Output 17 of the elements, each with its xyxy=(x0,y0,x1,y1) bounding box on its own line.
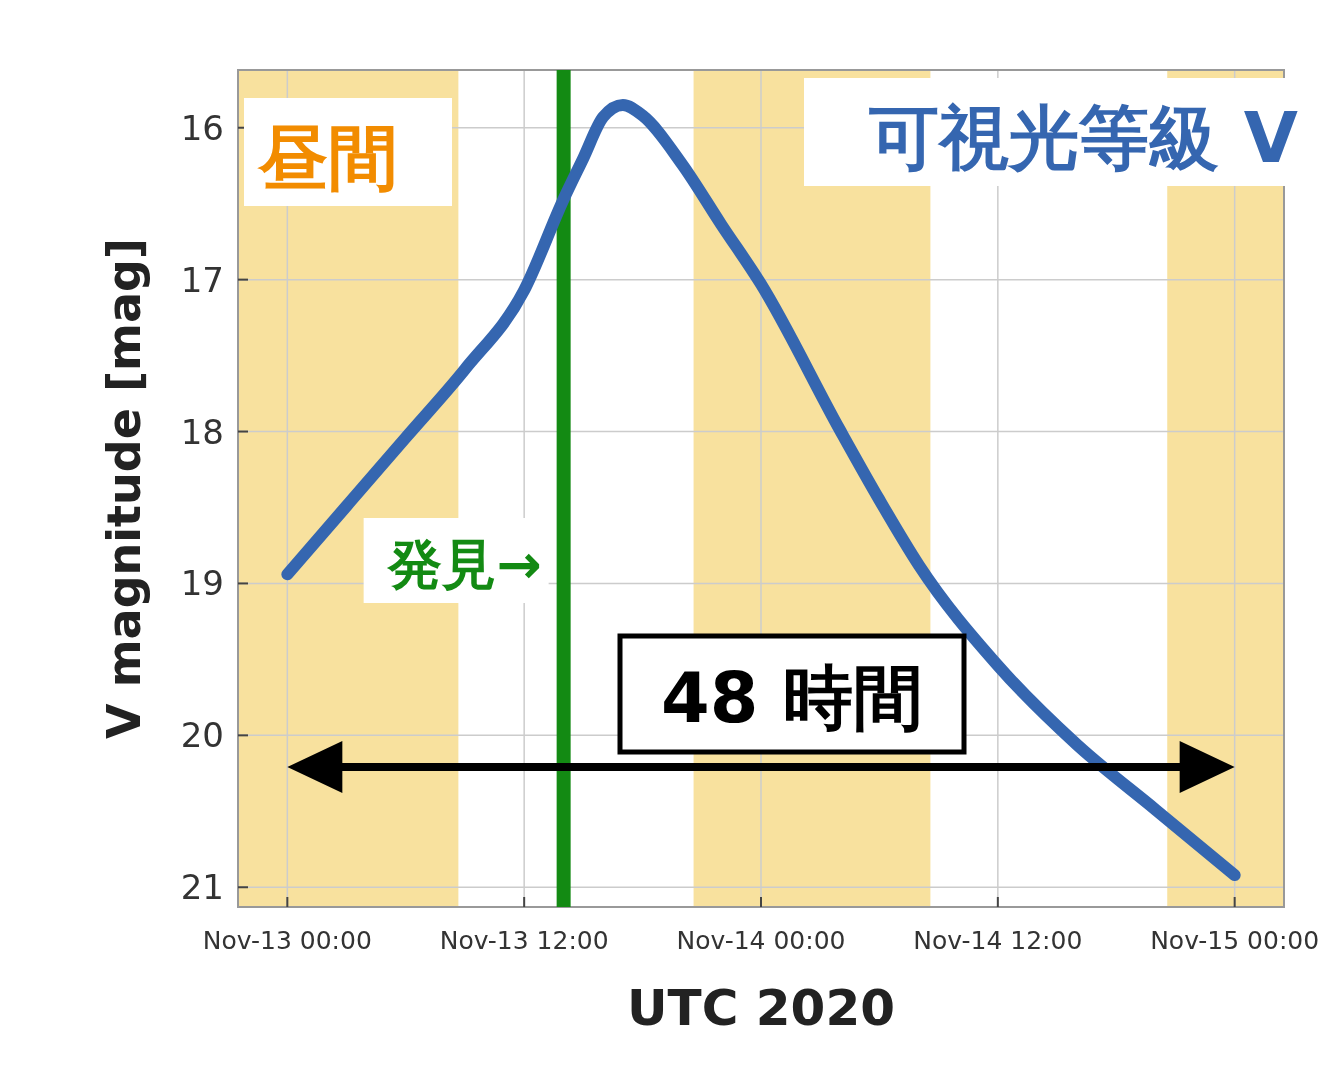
y-tick-label: 21 xyxy=(180,867,224,908)
y-tick-label: 20 xyxy=(180,715,224,756)
x-tick-label: Nov-14 00:00 xyxy=(676,926,846,955)
y-tick-label: 16 xyxy=(180,107,224,148)
y-tick-label: 18 xyxy=(180,411,224,452)
annotation: 48 時間 xyxy=(661,657,923,739)
ref-line-label: 発見→ xyxy=(386,533,542,596)
x-tick-label: Nov-13 12:00 xyxy=(439,926,609,955)
y-axis-title: V magnitude [mag] xyxy=(97,238,151,739)
x-tick-label: Nov-15 00:00 xyxy=(1150,926,1320,955)
x-tick-label: Nov-13 00:00 xyxy=(202,926,372,955)
text: 可視光等級 V xyxy=(868,97,1298,179)
x-axis-title: UTC 2020 xyxy=(627,979,895,1037)
y-tick-label: 19 xyxy=(180,563,224,604)
band-label: 昼間 xyxy=(257,117,398,199)
x-tick-label: Nov-14 12:00 xyxy=(913,926,1083,955)
y-tick-label: 17 xyxy=(180,259,224,300)
